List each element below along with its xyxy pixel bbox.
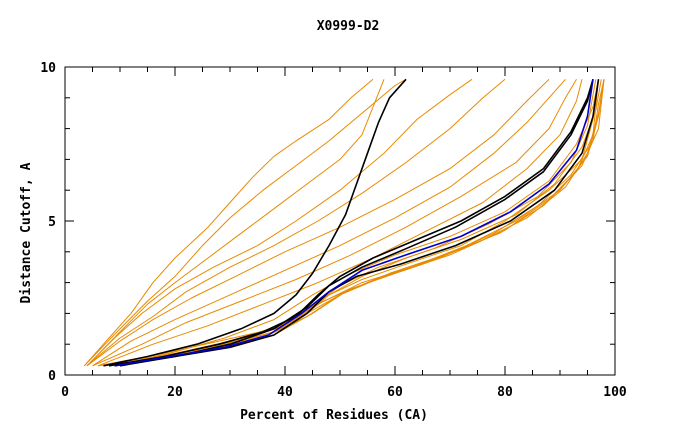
series-line-orange-1 <box>83 78 407 367</box>
series-line-black-21 <box>119 79 600 367</box>
series-line-orange-15 <box>108 79 599 367</box>
series-line-orange-0 <box>83 78 374 367</box>
series-line-orange-14 <box>114 79 605 367</box>
series-line-orange-12 <box>108 79 605 367</box>
series-line-orange-8 <box>97 79 583 367</box>
x-tick-label: 20 <box>167 385 183 400</box>
series-line-blue-22 <box>114 79 594 367</box>
series-line-orange-2 <box>86 79 385 367</box>
series-line-black-20 <box>114 79 594 367</box>
series-line-orange-3 <box>86 78 473 367</box>
y-tick-label: 5 <box>48 215 56 230</box>
x-axis-label: Percent of Residues (CA) <box>240 408 428 423</box>
x-tick-label: 80 <box>497 385 513 400</box>
series-line-orange-13 <box>108 79 599 367</box>
y-tick-label: 0 <box>48 369 56 384</box>
series-line-orange-4 <box>86 78 506 367</box>
y-axis-label: Distance Cutoff, A <box>19 162 34 303</box>
series-line-orange-5 <box>86 78 550 367</box>
ticks-layer: 0 20 40 60 80 100 0 5 10 <box>40 61 627 400</box>
chart-title: X0999-D2 <box>317 19 380 34</box>
series-layer <box>83 78 605 367</box>
series-line-orange-11 <box>103 79 605 367</box>
plot-frame <box>64 66 616 376</box>
x-tick-label: 40 <box>277 385 293 400</box>
series-line-orange-9 <box>97 79 599 367</box>
x-tick-label: 100 <box>603 385 627 400</box>
x-tick-label: 0 <box>61 385 69 400</box>
series-line-orange-7 <box>92 79 577 367</box>
series-line-orange-17 <box>119 79 602 367</box>
series-line-black-18 <box>103 78 407 367</box>
series-line-orange-6 <box>92 78 566 367</box>
x-tick-label: 60 <box>387 385 403 400</box>
y-tick-label: 10 <box>40 61 56 76</box>
series-line-black-19 <box>108 79 594 367</box>
